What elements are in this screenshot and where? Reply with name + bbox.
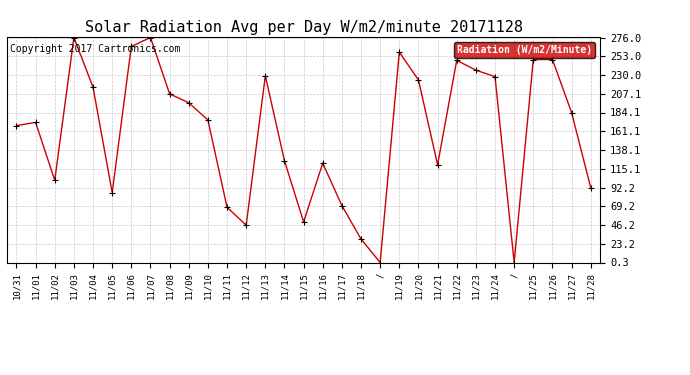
Text: Copyright 2017 Cartronics.com: Copyright 2017 Cartronics.com	[10, 44, 180, 54]
Legend: Radiation (W/m2/Minute): Radiation (W/m2/Minute)	[455, 42, 595, 58]
Title: Solar Radiation Avg per Day W/m2/minute 20171128: Solar Radiation Avg per Day W/m2/minute …	[85, 20, 522, 35]
